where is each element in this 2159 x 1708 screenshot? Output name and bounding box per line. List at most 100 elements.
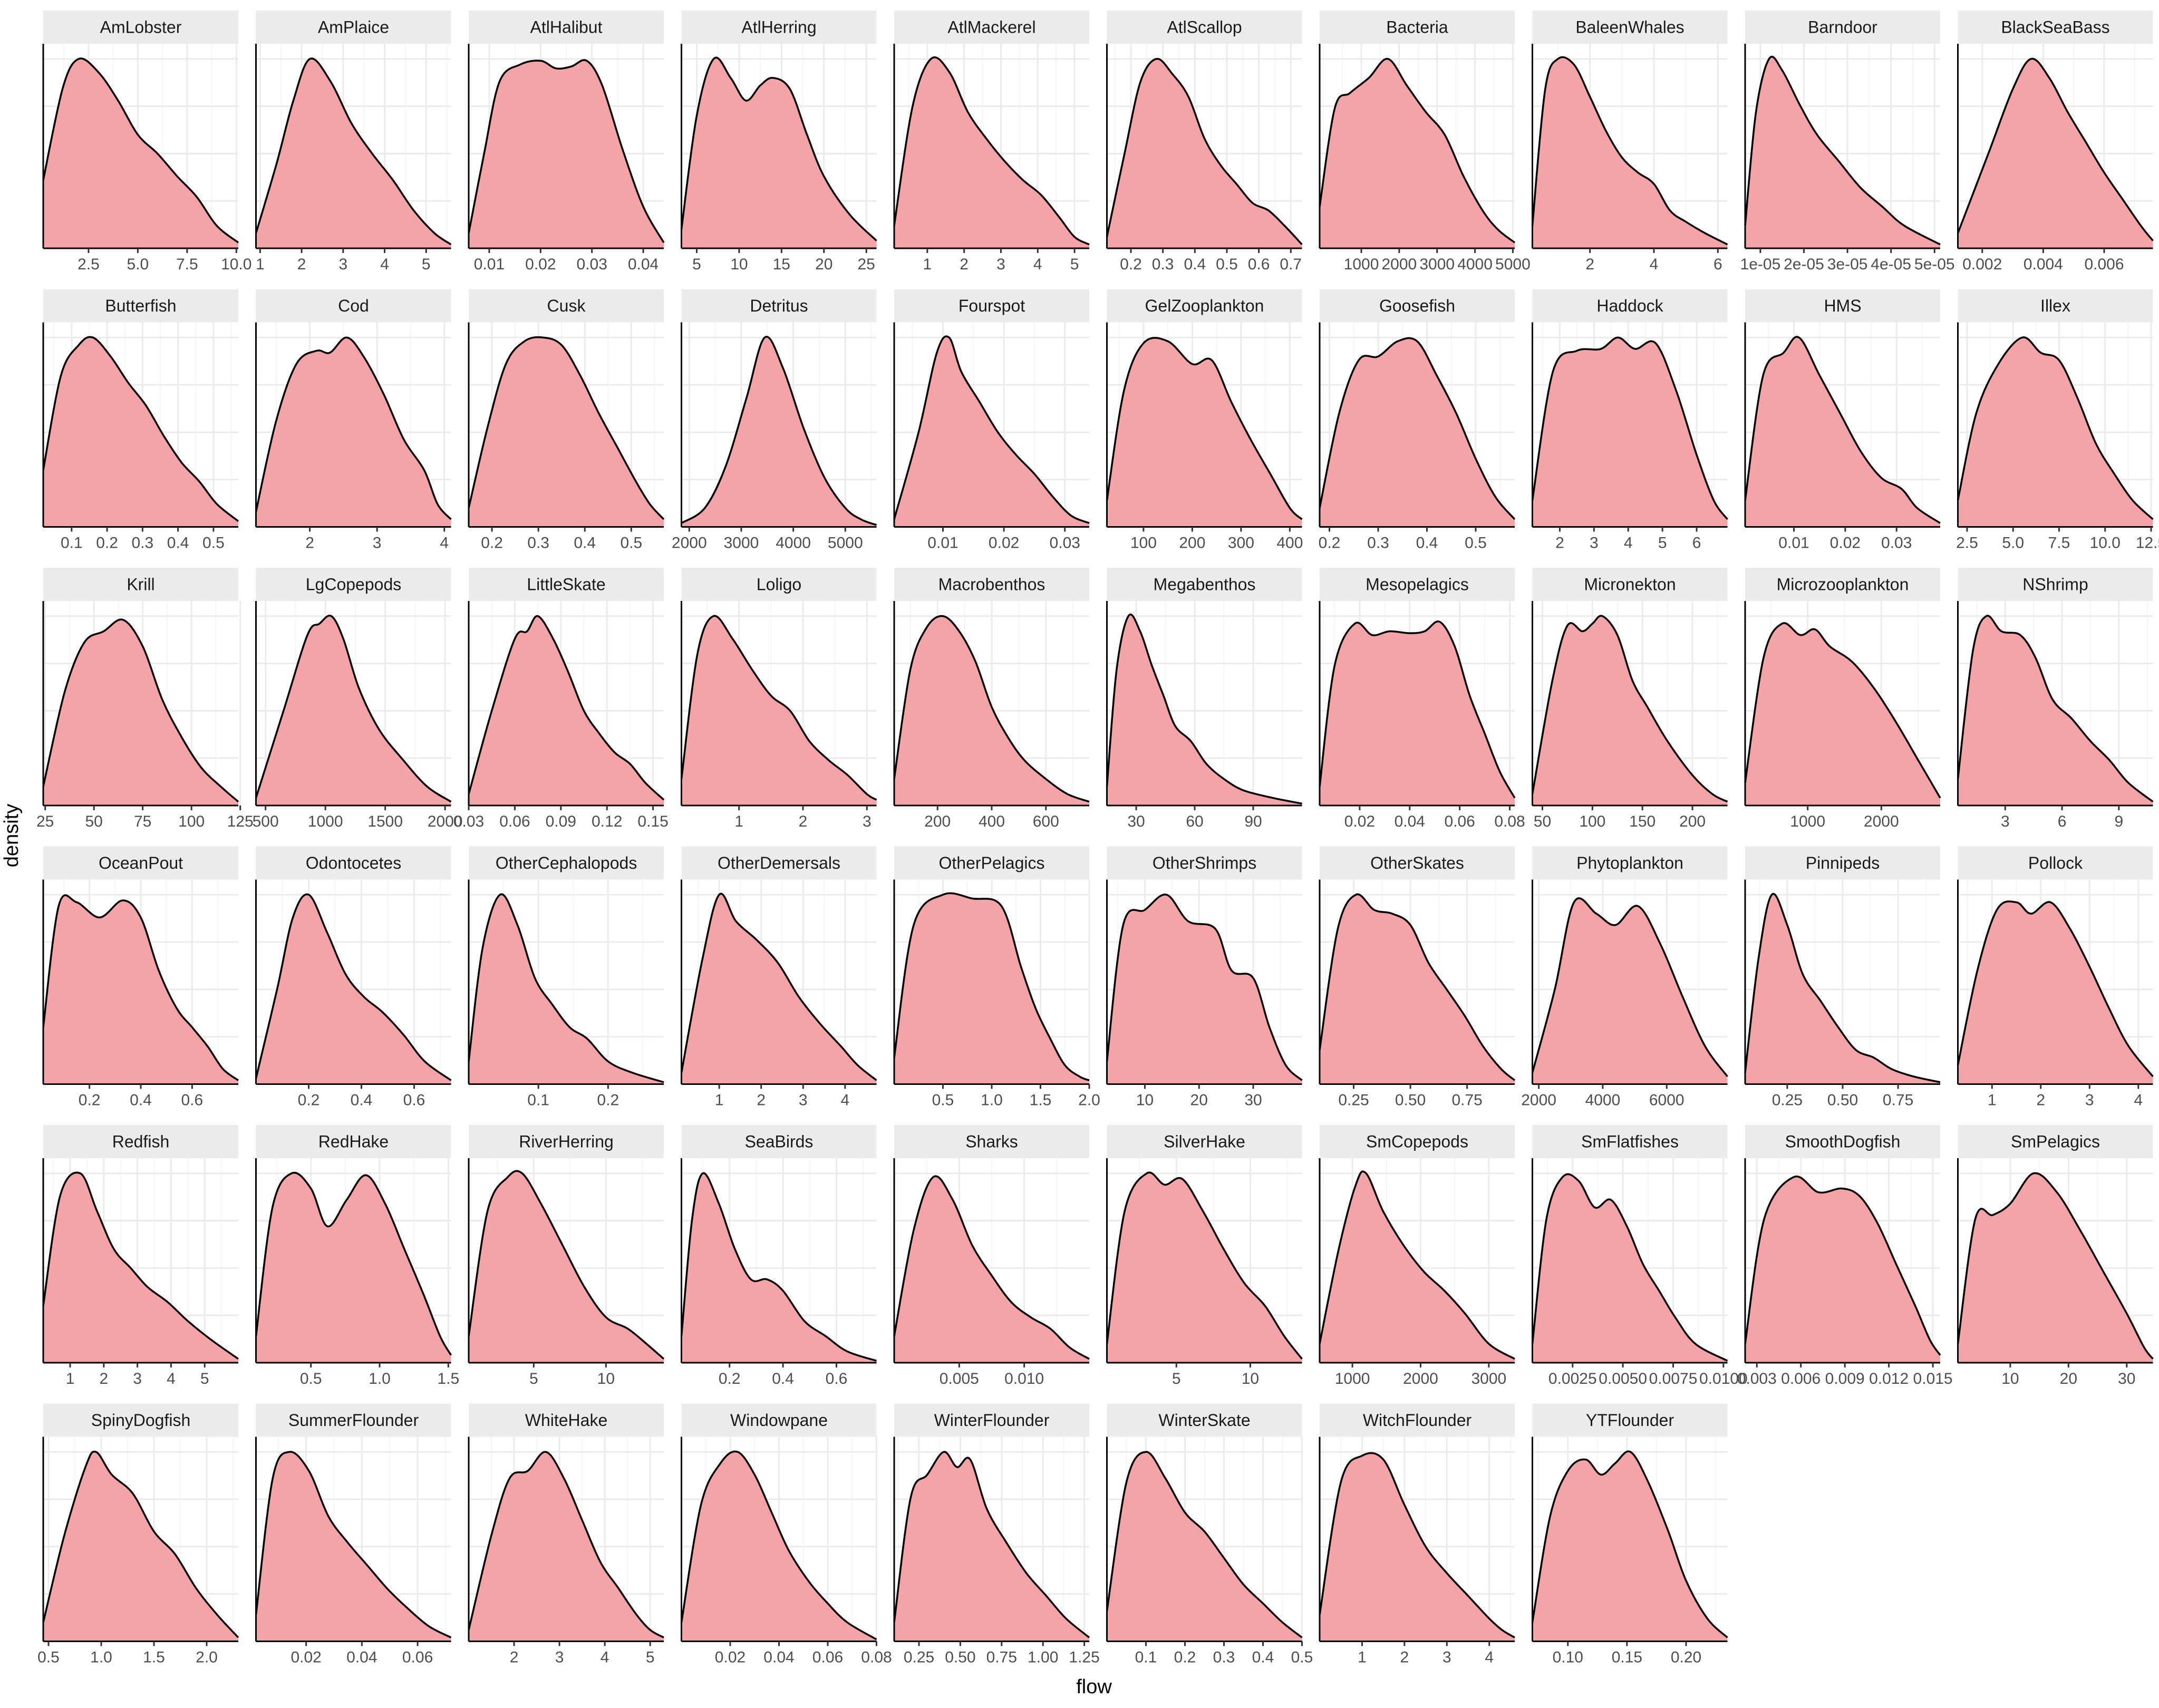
x-tick-label: 5000: [1495, 256, 1531, 273]
x-tick-label: 0.50: [1827, 1092, 1858, 1109]
facet-OtherPelagics: OtherPelagics 0.5 1.0 1.5 2.0: [893, 846, 1100, 1109]
x-tick-label: 9: [2114, 813, 2123, 830]
x-tick-label: 0.06: [1444, 813, 1475, 830]
density-area: [894, 336, 1089, 527]
x-tick-label: 0.0100: [1699, 1370, 1748, 1387]
density-area: [256, 615, 451, 806]
x-tick-label: 1000: [1335, 1370, 1370, 1387]
density-area: [681, 1173, 877, 1363]
density-curve: [1319, 1170, 1515, 1360]
facet-strip: [1958, 289, 2153, 323]
density-area: [1107, 59, 1302, 249]
x-tick-label: 50: [1534, 813, 1551, 830]
x-tick-label: 6: [1713, 256, 1722, 273]
density-curve: [255, 336, 452, 520]
x-tick-label: 1: [1358, 1649, 1367, 1666]
density-area: [681, 1451, 877, 1642]
x-tick-label: 0.015: [1913, 1370, 1953, 1387]
x-tick-label: 0.04: [628, 256, 659, 273]
density-area: [894, 57, 1089, 249]
x-tick-label: 2: [1585, 256, 1594, 273]
x-tick-label: 1.5: [437, 1370, 459, 1387]
x-tick-label: 0.10: [1553, 1649, 1583, 1666]
facet-title: WinterSkate: [1158, 1411, 1250, 1430]
x-tick-label: 2: [99, 1370, 108, 1387]
facet-strip: [894, 568, 1089, 601]
facet-title: BaleenWhales: [1575, 18, 1684, 37]
x-tick-label: 6000: [1649, 1092, 1684, 1109]
x-tick-label: 2000: [1403, 1370, 1438, 1387]
facet-title: SilverHake: [1164, 1132, 1245, 1151]
density-curve: [1744, 892, 1941, 1083]
x-tick-label: 15: [773, 256, 790, 273]
density-curve: [893, 56, 1090, 246]
facet-strip: [256, 568, 451, 601]
facet-title: AmPlaice: [318, 18, 389, 37]
facet-title: OtherShrimps: [1153, 853, 1256, 872]
x-tick-label: 2: [510, 1649, 519, 1666]
facet-title: Macrobenthos: [938, 575, 1045, 594]
facet-OceanPout: OceanPout 0.2 0.4 0.6: [42, 846, 239, 1109]
facet-title: Bacteria: [1386, 18, 1448, 37]
x-tick-label: 0.01: [474, 256, 505, 273]
x-tick-label: 10.0: [221, 256, 251, 273]
x-tick-label: 60: [1186, 813, 1203, 830]
facet-strip: [256, 1403, 451, 1437]
density-area: [1958, 337, 2153, 527]
density-curve: [1319, 620, 1516, 799]
x-tick-label: 0.02: [1344, 813, 1375, 830]
x-tick-label: 3: [1442, 1649, 1451, 1666]
density-area: [43, 619, 238, 806]
x-tick-label: 4: [840, 1092, 849, 1109]
x-tick-label: 4: [167, 1370, 176, 1387]
x-tick-label: 0.010: [1004, 1370, 1044, 1387]
x-tick-label: 0.4: [167, 535, 189, 552]
density-area: [1745, 336, 1940, 527]
density-curve: [1319, 57, 1516, 244]
x-tick-label: 0.002: [1962, 256, 2002, 273]
facet-strip: [43, 1403, 238, 1437]
facet-title: WitchFlounder: [1363, 1411, 1472, 1430]
x-tick-label: 0.03: [453, 813, 484, 830]
facet-LgCopepods: LgCopepods 500 1000 1500 2000: [253, 568, 463, 830]
x-tick-label: 0.1: [61, 535, 83, 552]
facet-title: SpinyDogfish: [91, 1411, 191, 1430]
x-tick-label: 12.5: [2136, 535, 2159, 552]
x-tick-label: 100: [1130, 535, 1157, 552]
x-tick-label: 1: [1988, 1092, 1997, 1109]
x-tick-label: 3: [555, 1649, 564, 1666]
density-curve: [681, 335, 877, 526]
density-area: [1107, 337, 1302, 527]
density-area: [469, 60, 664, 249]
facet-strip: [894, 846, 1089, 880]
x-tick-label: 3: [133, 1370, 142, 1387]
density-curve: [1957, 1172, 2154, 1360]
y-axis-title: density: [1, 804, 23, 867]
facet-title: Phytoplankton: [1576, 853, 1683, 872]
x-tick-label: 4: [601, 1649, 609, 1666]
facet-strip: [1958, 11, 2153, 44]
x-tick-label: 0.03: [1881, 535, 1912, 552]
facet-strip: [469, 568, 664, 601]
facet-title: Detritus: [750, 296, 808, 315]
density-curve: [42, 57, 239, 244]
x-tick-label: 0.3: [527, 535, 549, 552]
x-tick-label: 0.2: [298, 1092, 320, 1109]
facet-strip: [43, 11, 238, 44]
facet-BaleenWhales: BaleenWhales 2 4 6: [1531, 11, 1728, 273]
x-tick-label: 1000: [1790, 813, 1825, 830]
x-tick-label: 1e-05: [1740, 256, 1781, 273]
density-curve: [255, 893, 452, 1081]
x-tick-label: 5: [1172, 1370, 1181, 1387]
x-tick-label: 2.5: [78, 256, 100, 273]
facet-AmLobster: AmLobster 2.5 5.0 7.5 10.0: [42, 11, 251, 273]
density-area: [681, 57, 877, 248]
x-tick-label: 0.005: [940, 1370, 979, 1387]
facet-strip: [681, 846, 877, 880]
density-curve: [1744, 622, 1941, 799]
x-tick-label: 0.6: [1248, 256, 1270, 273]
x-tick-label: 1: [256, 256, 265, 273]
x-tick-label: 150: [1629, 813, 1655, 830]
x-tick-label: 10: [2001, 1370, 2019, 1387]
facet-strip: [469, 1403, 664, 1437]
